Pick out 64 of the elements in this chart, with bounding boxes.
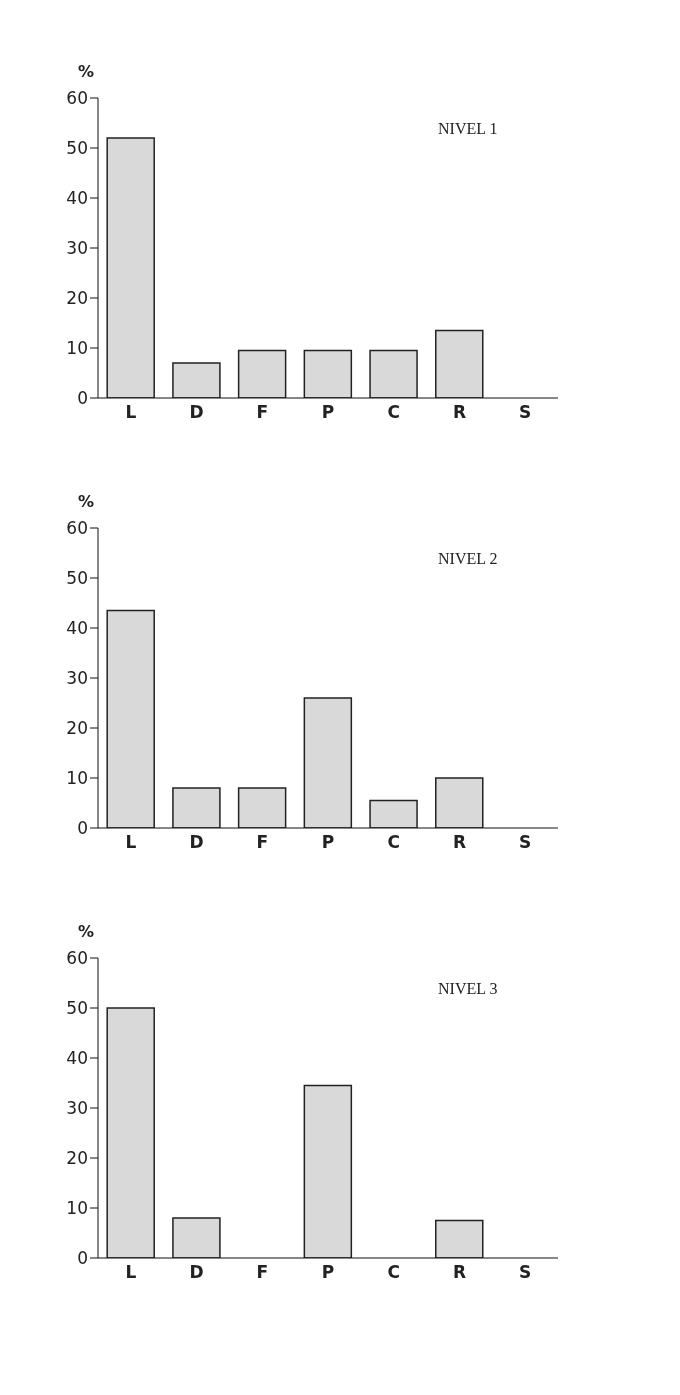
y-tick-label: 0 <box>77 388 88 409</box>
x-tick-label: R <box>452 832 466 853</box>
x-tick-label: C <box>387 1262 400 1283</box>
y-tick-label: 30 <box>66 238 88 259</box>
x-tick-label: P <box>321 832 335 853</box>
bar <box>106 609 155 828</box>
bar <box>369 349 418 398</box>
y-tick-label: 20 <box>66 1148 88 1169</box>
x-tick-label: R <box>452 1262 466 1283</box>
y-tick-label: 10 <box>66 768 88 789</box>
bar <box>237 349 287 398</box>
x-tick-label: S <box>519 832 532 853</box>
x-tick-label: R <box>452 402 466 423</box>
y-tick-label: 30 <box>66 668 88 689</box>
y-tick-label: 60 <box>66 88 88 109</box>
bar <box>106 1007 155 1258</box>
bar <box>303 349 353 398</box>
bar <box>435 1219 484 1258</box>
y-tick-label: 40 <box>66 618 88 639</box>
x-tick-label: L <box>125 1262 137 1283</box>
x-tick-label: S <box>519 1262 532 1283</box>
bar <box>237 787 287 828</box>
x-tick-label: P <box>321 402 335 423</box>
y-tick-label: 10 <box>66 1198 88 1219</box>
x-tick-label: L <box>125 402 137 423</box>
x-tick-label: F <box>256 832 269 853</box>
x-tick-label: S <box>519 402 532 423</box>
text: NIVEL 1 <box>438 120 498 138</box>
bar <box>303 1084 353 1258</box>
x-tick-label: D <box>189 1262 204 1283</box>
y-tick-label: 10 <box>66 338 88 359</box>
y-tick-label: 50 <box>66 138 88 159</box>
y-tick-label: 40 <box>66 188 88 209</box>
text: NIVEL 2 <box>438 550 498 568</box>
y-tick-label: 30 <box>66 1098 88 1119</box>
bar <box>369 799 418 828</box>
y-tick-label: 50 <box>66 568 88 589</box>
bar <box>172 787 221 828</box>
y-axis-title: % <box>78 492 95 511</box>
x-tick-label: L <box>125 832 137 853</box>
x-tick-label: C <box>387 402 400 423</box>
y-tick-label: 20 <box>66 718 88 739</box>
bar <box>435 777 484 828</box>
bar <box>172 1217 221 1258</box>
x-tick-label: P <box>321 1262 335 1283</box>
x-tick-label: F <box>256 402 269 423</box>
y-tick-label: 40 <box>66 1048 88 1069</box>
x-tick-label: D <box>189 402 204 423</box>
y-tick-label: 50 <box>66 998 88 1019</box>
x-tick-label: C <box>387 832 400 853</box>
x-tick-label: F <box>256 1262 269 1283</box>
x-tick-label: D <box>189 832 204 853</box>
text: NIVEL 3 <box>438 980 498 998</box>
y-tick-label: 0 <box>77 818 88 839</box>
y-tick-label: 0 <box>77 1248 88 1269</box>
y-tick-label: 60 <box>66 948 88 969</box>
bar <box>435 329 484 398</box>
bar <box>106 137 155 398</box>
y-axis-title: % <box>78 62 95 81</box>
y-axis-title: % <box>78 922 95 941</box>
y-tick-label: 60 <box>66 518 88 539</box>
bar <box>303 697 353 828</box>
y-tick-label: 20 <box>66 288 88 309</box>
bar <box>172 362 221 398</box>
